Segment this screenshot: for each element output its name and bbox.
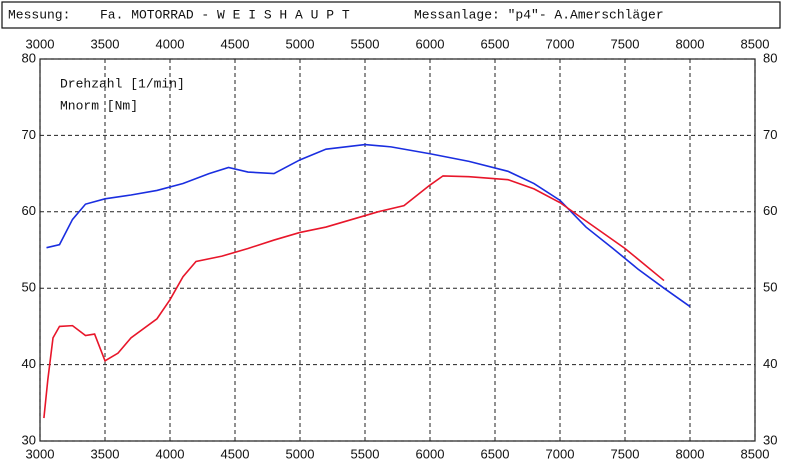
y-tick-label: 80	[22, 50, 36, 65]
header-title: Fa. MOTORRAD - W E I S H A U P T	[100, 7, 350, 22]
y-tick-label: 50	[22, 280, 36, 295]
y-tick-label: 60	[763, 203, 777, 218]
y-tick-label: 40	[763, 356, 777, 371]
y-tick-label: 60	[22, 203, 36, 218]
x-tick-label: 8500	[741, 36, 770, 51]
x-tick-label: 6000	[416, 36, 445, 51]
x-tick-label: 5000	[286, 36, 315, 51]
y-axis-label: Mnorm [Nm]	[60, 98, 138, 113]
series-line	[46, 143, 691, 308]
x-tick-label: 7500	[611, 36, 640, 51]
x-tick-label: 7000	[546, 36, 575, 51]
y-tick-label: 30	[22, 432, 36, 447]
y-tick-label: 70	[22, 127, 36, 142]
x-tick-label: 3500	[91, 446, 120, 461]
x-tick-label: 6500	[481, 36, 510, 51]
plot-frame	[39, 58, 756, 442]
x-tick-label: 3500	[91, 36, 120, 51]
series-line	[43, 175, 665, 419]
y-tick-label: 70	[763, 127, 777, 142]
y-tick-label: 80	[763, 50, 777, 65]
y-tick-label: 40	[22, 356, 36, 371]
x-tick-label: 6500	[481, 446, 510, 461]
x-tick-label: 7500	[611, 446, 640, 461]
y-tick-label: 50	[763, 280, 777, 295]
y-tick-label: 30	[763, 432, 777, 447]
x-tick-label: 8000	[676, 36, 705, 51]
x-tick-label: 4000	[156, 36, 185, 51]
x-tick-label: 4000	[156, 446, 185, 461]
x-tick-label: 5000	[286, 446, 315, 461]
x-tick-label: 3000	[26, 36, 55, 51]
x-tick-label: 6000	[416, 446, 445, 461]
header-label: Messung:	[8, 7, 70, 22]
header-facility: Messanlage: "p4"- A.Amerschläger	[414, 7, 664, 22]
x-tick-label: 7000	[546, 446, 575, 461]
x-tick-label: 3000	[26, 446, 55, 461]
x-axis-label: Drehzahl [1/min]	[60, 76, 185, 91]
x-tick-label: 4500	[221, 446, 250, 461]
x-tick-label: 8500	[741, 446, 770, 461]
header-box	[1, 1, 781, 29]
x-tick-label: 8000	[676, 446, 705, 461]
x-tick-label: 5500	[351, 36, 380, 51]
x-tick-label: 4500	[221, 36, 250, 51]
x-tick-label: 5500	[351, 446, 380, 461]
